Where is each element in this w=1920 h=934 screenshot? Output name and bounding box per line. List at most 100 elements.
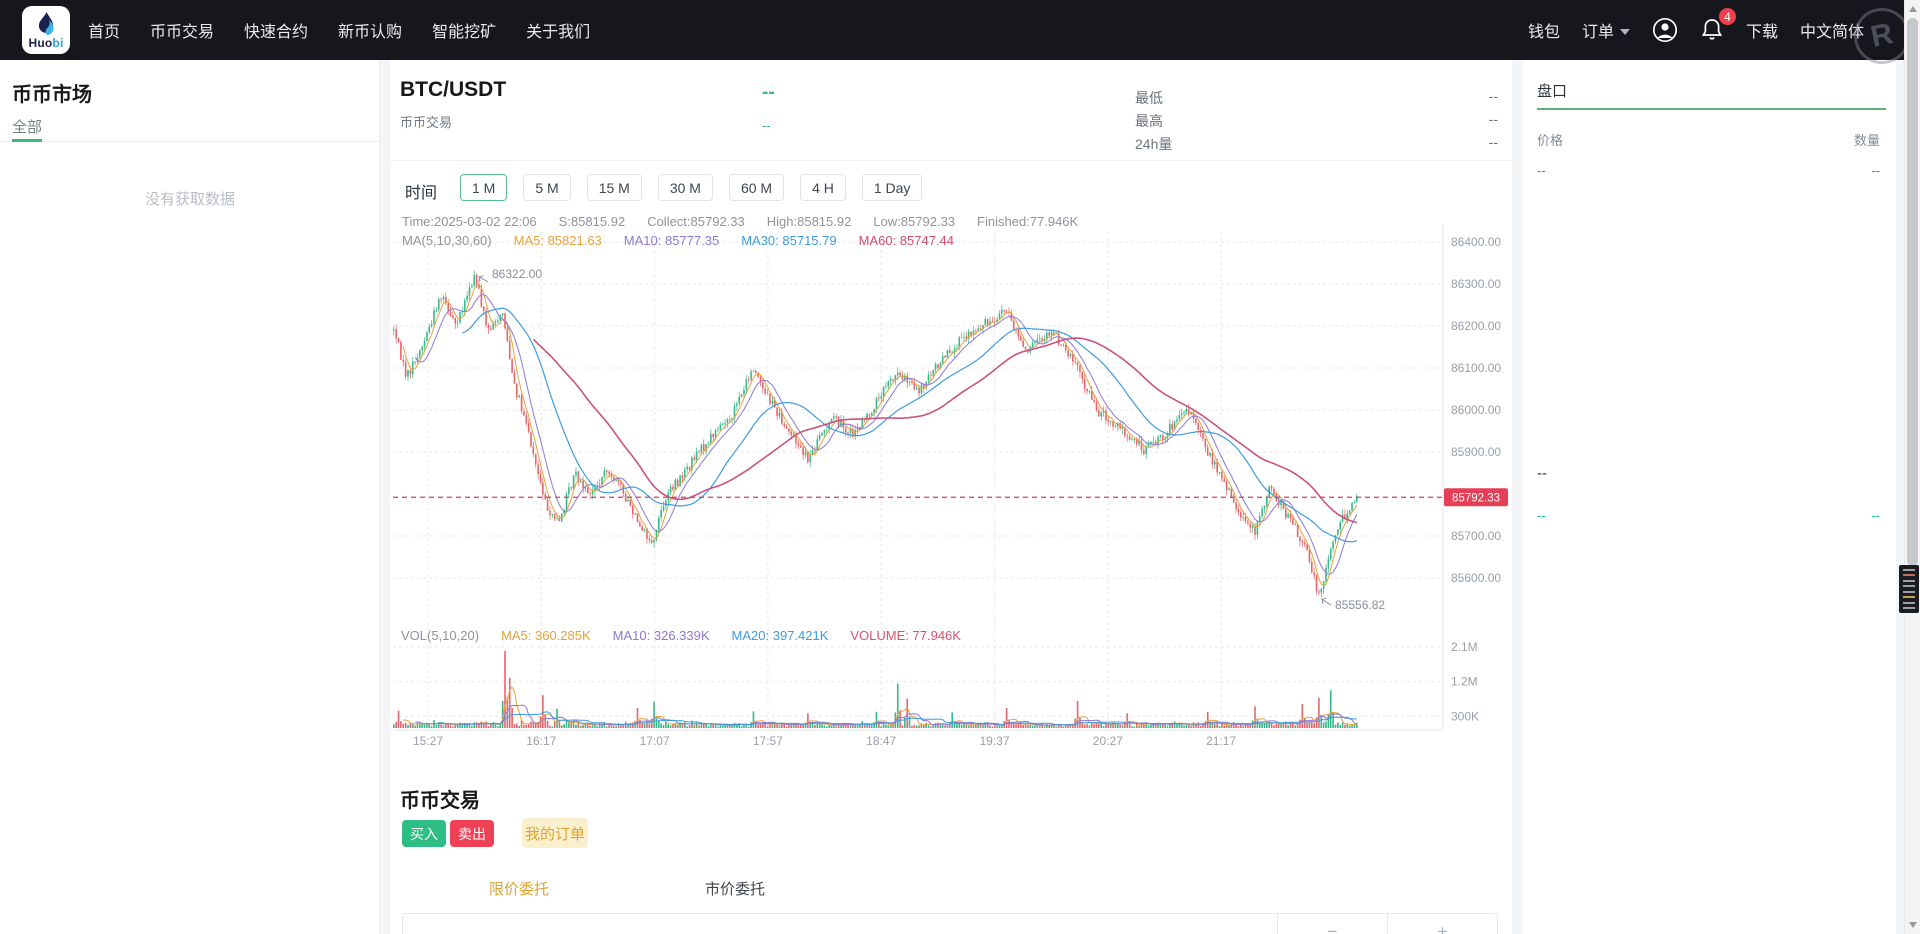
stat-label: 24h量 — [1135, 136, 1173, 152]
buy-button[interactable]: 买入 — [402, 820, 446, 847]
language-selector[interactable]: 中文简体 — [1799, 24, 1864, 41]
notification-badge: 4 — [1718, 8, 1736, 25]
timeframe-30m-button[interactable]: 30 M — [657, 174, 713, 201]
svg-text:85792.33: 85792.33 — [1452, 492, 1500, 504]
svg-text:86322.00: 86322.00 — [492, 267, 542, 281]
page-scrollbar[interactable] — [1904, 0, 1920, 934]
stat-volume-24h: 24h量 -- — [1135, 134, 1498, 154]
orders-dropdown[interactable]: 订单 — [1582, 18, 1630, 42]
svg-text:16:17: 16:17 — [526, 734, 556, 748]
price-change-value: -- — [762, 118, 771, 133]
scroll-up-icon[interactable] — [1909, 6, 1917, 12]
scrollbar-thumb[interactable] — [1907, 18, 1918, 566]
price-input[interactable] — [403, 914, 1277, 934]
user-icon — [1652, 17, 1678, 43]
pair-title: BTC/USDT — [400, 78, 507, 101]
divider — [390, 160, 1512, 161]
svg-text:15:27: 15:27 — [413, 734, 443, 748]
stat-value: -- — [1488, 88, 1498, 104]
my-orders-button[interactable]: 我的订单 — [522, 818, 588, 848]
active-tab-underline — [12, 139, 42, 142]
svg-text:2.1M: 2.1M — [1451, 640, 1478, 654]
floating-widget[interactable] — [1899, 565, 1919, 613]
amount-column-header: 数量 — [1853, 133, 1880, 148]
top-nav: Huobi 首页 币币交易 快速合约 新币认购 智能挖矿 关于我们 钱包 订单 … — [0, 0, 1920, 70]
stat-value: -- — [1488, 134, 1498, 150]
svg-text:18:47: 18:47 — [866, 734, 896, 748]
chevron-down-icon — [1619, 29, 1630, 35]
tab-all-markets[interactable]: 全部 — [12, 119, 43, 136]
bid-row[interactable]: -- -- — [1537, 508, 1880, 523]
nav-item-about-us[interactable]: 关于我们 — [526, 24, 591, 41]
orderbook-title-underline — [1537, 108, 1886, 110]
svg-text:21:17: 21:17 — [1206, 734, 1236, 748]
svg-text:85600.00: 85600.00 — [1451, 571, 1501, 585]
download-link[interactable]: 下载 — [1745, 24, 1778, 41]
empty-data-text: 没有获取数据 — [144, 191, 235, 208]
scroll-down-icon[interactable] — [1909, 922, 1917, 928]
divider — [0, 141, 380, 142]
orderbook-title: 盘口 — [1537, 83, 1568, 100]
stat-value: -- — [1488, 111, 1498, 127]
timeframe-buttons: 1 M 5 M 15 M 30 M 60 M 4 H 1 Day — [460, 174, 923, 201]
orderbook-last-price: -- — [1537, 465, 1547, 482]
huobi-logo[interactable]: Huobi — [22, 6, 70, 54]
chart-grid: 86400.00 86300.00 86200.00 86100.00 86000.00… — [393, 224, 1501, 748]
nav-item-spot-trade[interactable]: 币币交易 — [150, 24, 215, 41]
price-increase-button[interactable]: + — [1387, 914, 1497, 934]
chart-panel: BTC/USDT 币币交易 -- -- 最低 -- 最高 -- 24h量 -- … — [390, 60, 1512, 934]
chart-area: 86400.00 86300.00 86200.00 86100.00 86000.00… — [393, 224, 1510, 752]
sell-button[interactable]: 卖出 — [450, 820, 494, 847]
huobi-logo-text: Huobi — [28, 36, 64, 50]
bell-icon — [1701, 19, 1723, 40]
ma-info-line: MA(5,10,30,60) MA5: 85821.63 MA10: 85777.3… — [402, 233, 955, 248]
trade-section-title: 币币交易 — [400, 790, 480, 812]
candles — [393, 270, 1358, 598]
ask-row[interactable]: -- -- — [1537, 163, 1880, 178]
stat-label: 最低 — [1135, 90, 1163, 106]
svg-text:85900.00: 85900.00 — [1451, 445, 1501, 459]
ask-amount: -- — [1871, 163, 1880, 178]
wallet-link[interactable]: 钱包 — [1527, 24, 1560, 41]
stat-high: 最高 -- — [1135, 111, 1498, 131]
timeframe-60m-button[interactable]: 60 M — [728, 174, 785, 201]
ma-lines — [402, 283, 1358, 727]
timeframe-1m-button[interactable]: 1 M — [460, 174, 508, 201]
user-profile-button[interactable] — [1652, 17, 1678, 43]
svg-text:1.2M: 1.2M — [1451, 675, 1478, 689]
orderbook-panel: 盘口 价格 数量 -- -- -- -- -- — [1522, 60, 1896, 934]
timeframe-1day-button[interactable]: 1 Day — [861, 174, 923, 201]
svg-text:85700.00: 85700.00 — [1451, 529, 1501, 543]
market-panel-title: 币币市场 — [12, 84, 92, 106]
timeframe-15m-button[interactable]: 15 M — [586, 174, 642, 201]
nav-right: 钱包 订单 4 下载 中文简体 — [1528, 0, 1864, 60]
timeframe-5m-button[interactable]: 5 M — [523, 174, 571, 201]
nav-item-new-coin[interactable]: 新币认购 — [338, 24, 403, 41]
price-decrease-button[interactable]: − — [1277, 914, 1387, 934]
huobi-flame-icon — [38, 12, 54, 36]
tab-market-order[interactable]: 市价委托 — [705, 881, 766, 898]
svg-text:17:57: 17:57 — [753, 734, 783, 748]
nav-item-fast-contract[interactable]: 快速合约 — [244, 24, 309, 41]
tab-limit-order[interactable]: 限价委托 — [489, 881, 550, 898]
notifications-button[interactable]: 4 — [1700, 8, 1736, 43]
pair-subtitle: 币币交易 — [400, 115, 453, 130]
nav-item-home[interactable]: 首页 — [88, 24, 121, 41]
svg-text:300K: 300K — [1451, 709, 1479, 723]
ask-price: -- — [1537, 163, 1546, 178]
nav-menu: 首页 币币交易 快速合约 新币认购 智能挖矿 关于我们 — [88, 18, 590, 42]
stat-low: 最低 -- — [1135, 88, 1498, 108]
market-list-panel: 币币市场 全部 没有获取数据 — [0, 60, 380, 934]
chart-overlays: 85792.33 86322.00 85556.82 — [393, 267, 1508, 612]
svg-text:17:07: 17:07 — [640, 734, 670, 748]
timeframe-4h-button[interactable]: 4 H — [800, 174, 846, 201]
price-input-group: − + — [402, 913, 1498, 934]
candlestick-chart[interactable]: 86400.00 86300.00 86200.00 86100.00 86000.00… — [393, 224, 1510, 752]
nav-item-smart-mining[interactable]: 智能挖矿 — [432, 24, 497, 41]
stat-label: 最高 — [1135, 113, 1163, 129]
svg-text:86300.00: 86300.00 — [1451, 277, 1501, 291]
svg-text:86200.00: 86200.00 — [1451, 319, 1501, 333]
price-column-header: 价格 — [1537, 133, 1564, 148]
volume-info-line: VOL(5,10,20) MA5: 360.285K MA10: 326.339K M… — [401, 628, 961, 643]
svg-text:85556.82: 85556.82 — [1335, 598, 1385, 612]
